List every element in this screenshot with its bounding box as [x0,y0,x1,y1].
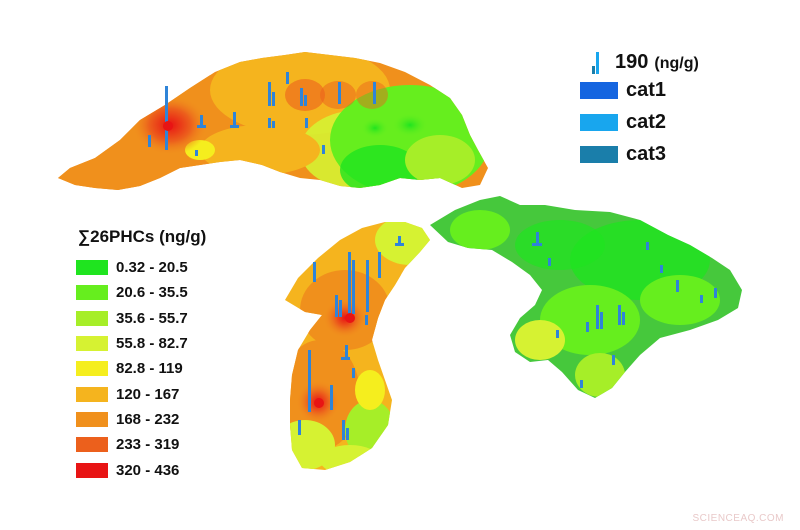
legend-swatch [76,462,108,478]
legend-item: 55.8 - 82.7 [76,331,188,356]
legend-item: 320 - 436 [76,457,188,482]
bar-key: 190 (ng/g) cat1 cat2 cat3 [580,42,699,170]
legend-swatch [76,411,108,427]
bar-glyph-icon [592,52,599,74]
legend-title: ∑26PHCs (ng/g) [78,227,207,246]
legend-item: 120 - 167 [76,381,188,406]
legend-swatch [76,386,108,402]
legend-label: 233 - 319 [116,436,180,454]
lake-michigan [285,222,430,470]
legend-swatch [76,285,108,301]
key-swatch [580,145,618,163]
legend-swatch [76,361,108,377]
legend-item: 168 - 232 [76,407,188,432]
legend-swatch [76,437,108,453]
legend-item: 35.6 - 55.7 [76,306,188,331]
legend-item: 20.6 - 35.5 [76,280,188,305]
reference-unit: (ng/g) [654,55,699,72]
legend-item: 0.32 - 20.5 [76,255,188,280]
legend-label: 168 - 232 [116,410,180,428]
key-item: cat3 [580,138,699,170]
site-bars [148,72,717,440]
key-item: cat1 [580,74,699,106]
legend-label: 55.8 - 82.7 [116,335,188,353]
lake-huron [430,196,742,398]
watermark: SCIENCEAQ.COM [692,513,784,524]
concentration-legend: 0.32 - 20.5 20.6 - 35.5 35.6 - 55.7 55.8… [76,255,188,483]
legend-item: 233 - 319 [76,432,188,457]
legend-swatch [76,260,108,276]
reference-value: 190 [615,51,649,73]
key-label: cat3 [626,142,667,165]
legend-label: 82.8 - 119 [116,360,183,378]
legend-label: 0.32 - 20.5 [116,259,188,277]
legend-label: 120 - 167 [116,385,180,403]
hotspot-markers [163,121,355,408]
key-label: cat1 [626,78,667,101]
key-label: cat2 [626,110,667,133]
key-item: cat2 [580,106,699,138]
key-swatch [580,81,618,99]
legend-label: 20.6 - 35.5 [116,284,188,302]
legend-swatch [76,336,108,352]
key-swatch [580,113,618,131]
legend-item: 82.8 - 119 [76,356,188,381]
legend-swatch [76,310,108,326]
legend-label: 35.6 - 55.7 [116,309,188,327]
bar-scale-reference: 190 (ng/g) [580,42,699,74]
legend-label: 320 - 436 [116,461,180,479]
